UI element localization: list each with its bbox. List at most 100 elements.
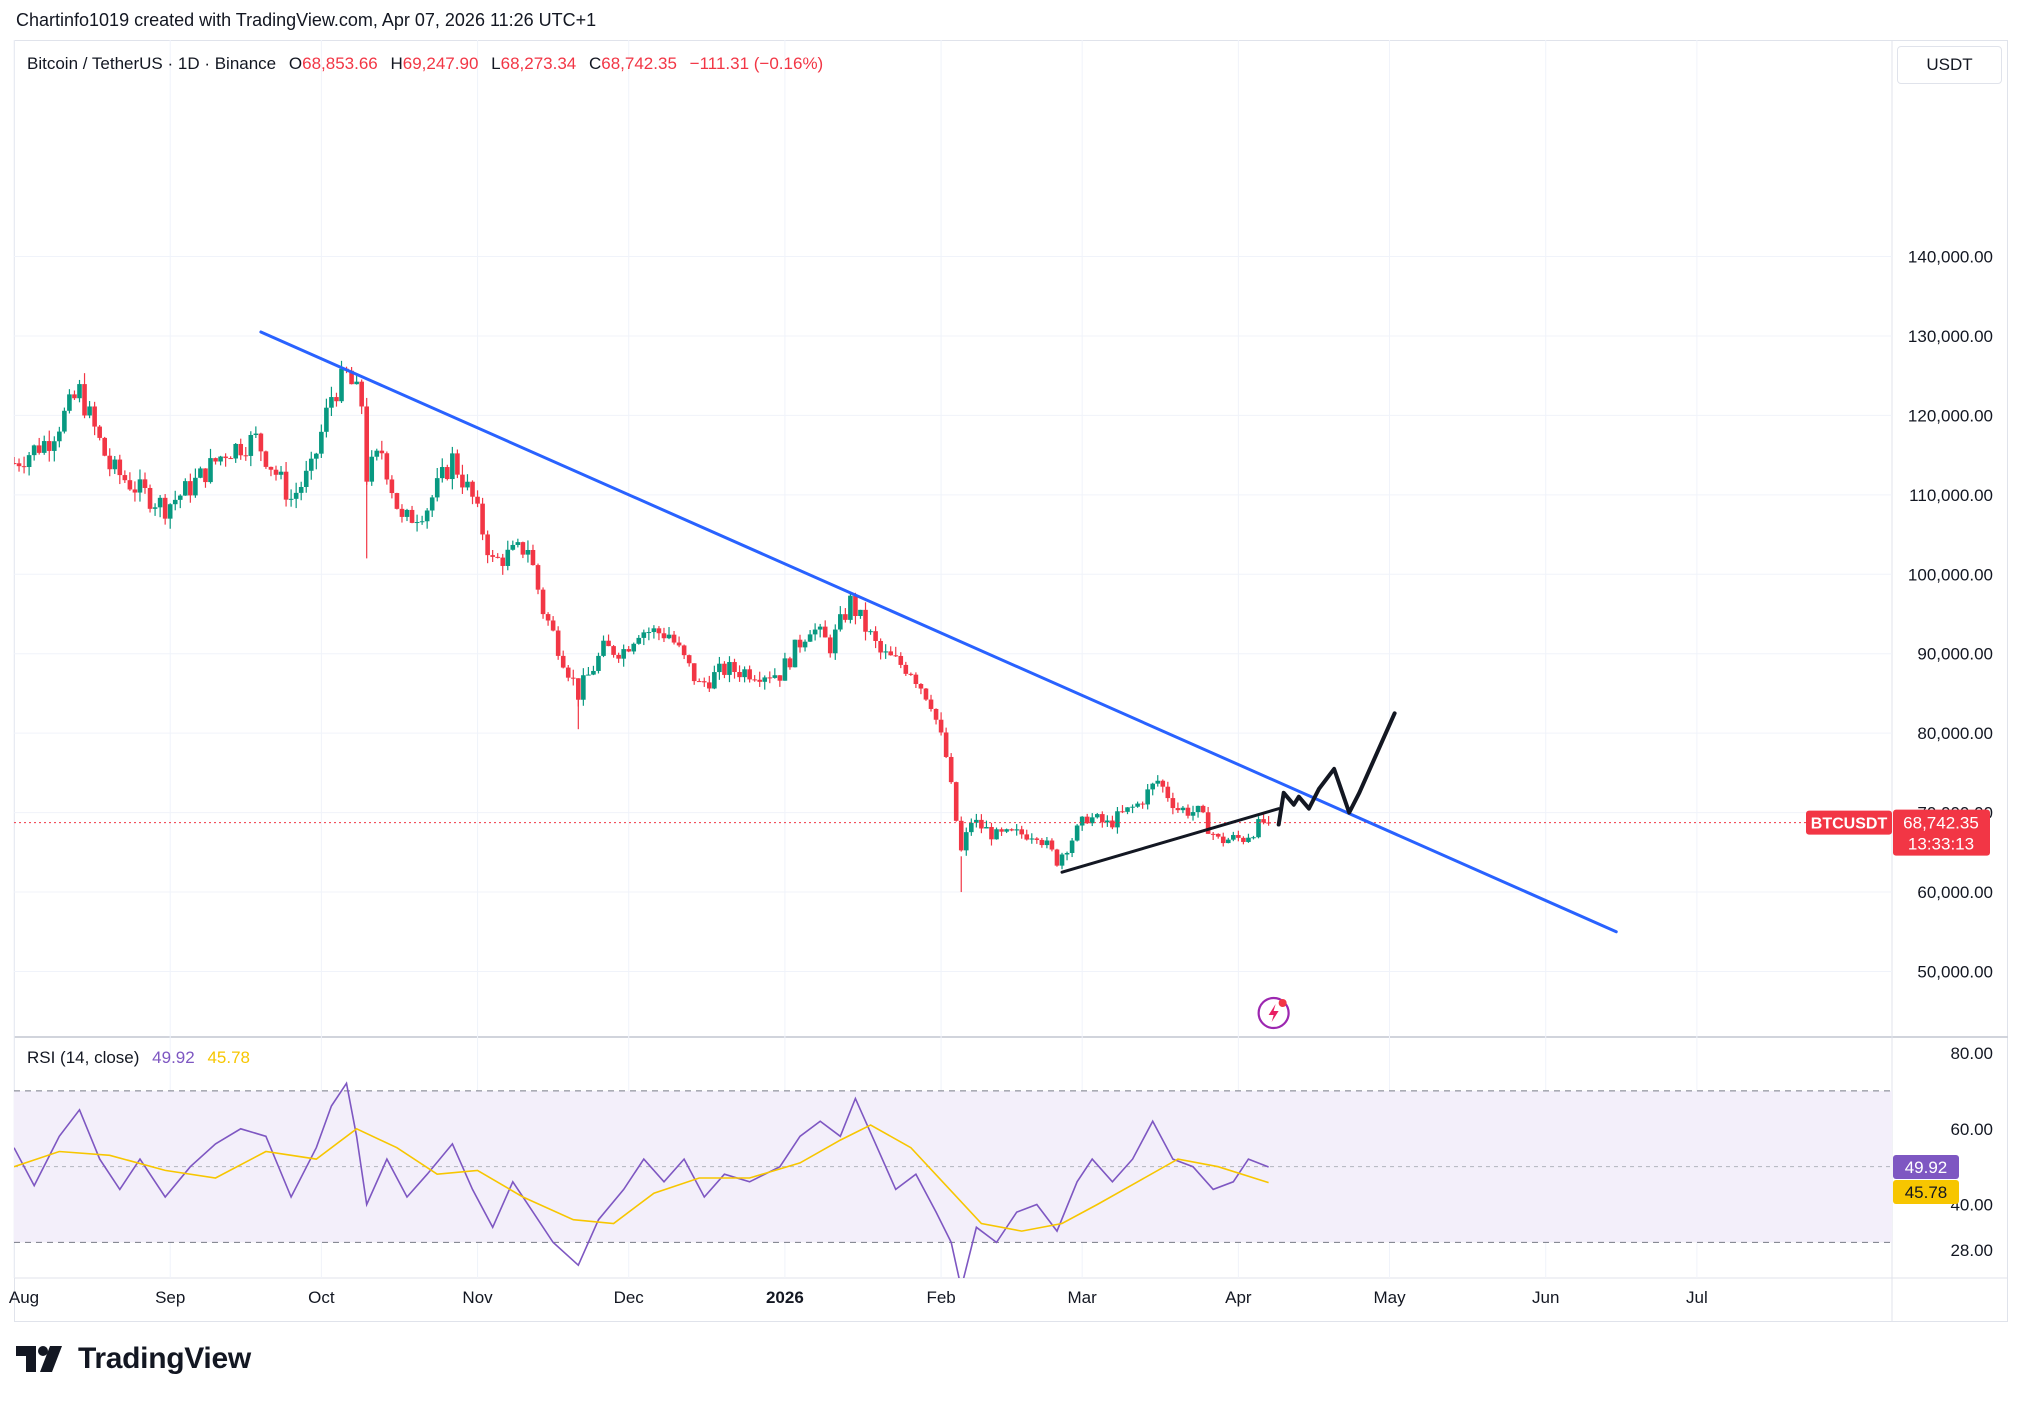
candle-body [1236, 835, 1241, 838]
candle-body [369, 456, 375, 482]
candle-body [969, 822, 974, 833]
candle-body [389, 479, 395, 494]
candle-body [1079, 816, 1085, 826]
candle-body [303, 470, 309, 487]
candle-body [701, 681, 707, 683]
candle-body [1120, 811, 1125, 813]
currency-unit-button[interactable]: USDT [1897, 46, 2002, 84]
candle-body [1251, 837, 1256, 839]
candle-body [359, 381, 364, 407]
price-tick-label: 140,000.00 [1908, 248, 1993, 267]
rsi-name[interactable]: RSI (14, close) [27, 1048, 140, 1067]
candle-body [722, 663, 727, 675]
candle-body [167, 504, 173, 519]
candle-body [1004, 829, 1009, 832]
candle-body [21, 466, 27, 468]
candle-body [963, 832, 969, 851]
candle-body [1185, 807, 1191, 816]
candle-body [1089, 817, 1095, 824]
candle-body [82, 384, 87, 416]
open-label: O [288, 54, 303, 73]
tradingview-logo-icon [16, 1346, 62, 1372]
candle-body [545, 614, 551, 621]
candle-body [223, 456, 228, 459]
time-tick-label: Oct [308, 1288, 335, 1307]
candle-body [1009, 829, 1014, 831]
candle-body [399, 508, 405, 517]
candle-body [1200, 805, 1206, 813]
candle-body [953, 782, 959, 821]
time-tick-label: Dec [614, 1288, 645, 1307]
candle-body [1205, 812, 1211, 834]
candle-body [379, 450, 385, 454]
candle-body [1059, 854, 1065, 866]
price-badges: BTCUSDT 68,742.35 13:33:13 49.92 45.78 [1806, 809, 1990, 1204]
candle-body [560, 655, 566, 668]
candle-body [293, 492, 299, 499]
rsi-tick-label: 60.00 [1950, 1120, 1993, 1139]
candle-body [797, 639, 803, 648]
candle-body [112, 459, 118, 470]
candle-body [314, 453, 319, 459]
candle-body [641, 632, 647, 638]
candle-body [757, 679, 763, 682]
time-tick-label: Nov [462, 1288, 493, 1307]
time-tick-label: May [1373, 1288, 1406, 1307]
candle-body [172, 499, 178, 505]
candle-body [505, 549, 511, 566]
candle-body [273, 469, 279, 475]
candle-body [631, 643, 637, 652]
symbol-name[interactable]: Bitcoin / TetherUS · 1D · Binance [27, 54, 277, 73]
candle-body [898, 655, 904, 665]
candle-body [772, 675, 778, 678]
candle-body [253, 433, 259, 436]
candle-body [817, 626, 823, 630]
candle-body [424, 510, 430, 522]
candle-body [1266, 822, 1271, 824]
candle-body [288, 498, 294, 500]
candle-body [16, 463, 22, 467]
candle-body [228, 458, 233, 460]
rsi-tick-label: 80.00 [1950, 1044, 1993, 1063]
candle-body [445, 467, 450, 480]
candle-body [1210, 833, 1216, 835]
candle-body [46, 441, 52, 451]
candle-body [1135, 803, 1140, 807]
tradingview-brand[interactable]: TradingView [16, 1342, 251, 1376]
candle-body [591, 670, 596, 675]
candle-body [419, 521, 425, 523]
rsi-line [14, 1081, 1269, 1278]
candle-body [213, 458, 218, 462]
candle-body [374, 450, 380, 457]
freehand-projection [1276, 711, 1397, 827]
candle-body [268, 466, 274, 470]
rsi-pane [14, 1081, 1892, 1278]
axes: 50,000.0060,000.0070,000.0080,000.0090,0… [9, 248, 1993, 1308]
candle-body [727, 662, 732, 675]
candle-body [1024, 834, 1030, 840]
candle-body [752, 679, 757, 681]
candle-body [535, 565, 541, 590]
candle-body [1034, 838, 1040, 840]
candle-body [671, 634, 677, 643]
candle-body [742, 669, 747, 678]
rsi-legend[interactable]: RSI (14, close) 49.92 45.78 [27, 1048, 250, 1068]
candle-body [485, 534, 490, 556]
candle-body [1145, 789, 1150, 805]
rsi-badge-value: 49.92 [1905, 1158, 1948, 1177]
candle-body [162, 497, 168, 519]
candle-body [97, 426, 102, 438]
ticker-label: BTCUSDT [1811, 816, 1888, 833]
candle-body [122, 475, 128, 481]
rsi-value: 49.92 [152, 1048, 195, 1067]
candle-body [928, 699, 934, 709]
candle-body [853, 595, 858, 617]
candle-body [565, 667, 571, 678]
candle-body [177, 495, 183, 500]
candle-body [923, 688, 929, 700]
candle-body [596, 655, 601, 671]
symbol-legend[interactable]: Bitcoin / TetherUS · 1D · Binance O68,85… [27, 54, 823, 74]
candle-body [152, 507, 158, 509]
candle-body [555, 630, 561, 656]
